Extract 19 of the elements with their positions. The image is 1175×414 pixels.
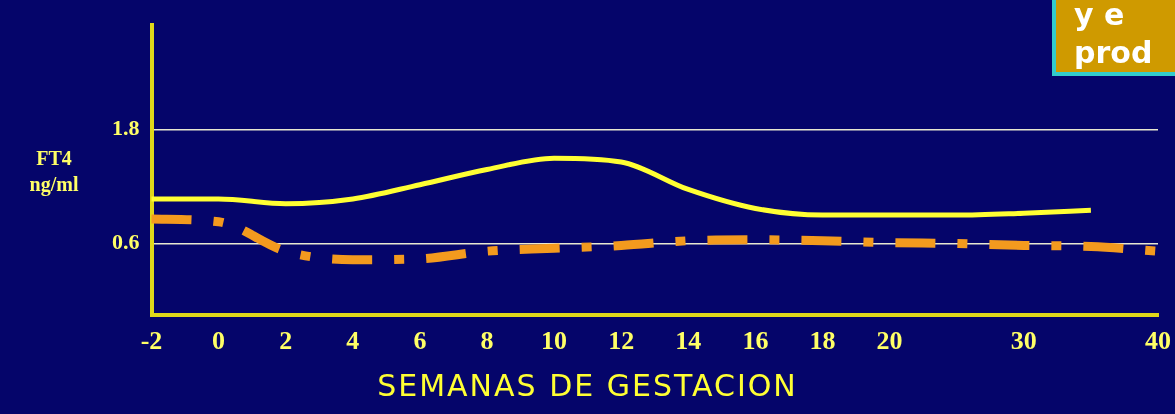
- y-axis-title: FT4 ng/ml: [28, 146, 80, 197]
- x-tick-label: 0: [212, 326, 226, 356]
- x-tick-label: 6: [413, 326, 427, 356]
- annotation: y e prod: [1052, 0, 1175, 76]
- y-tick-label: 1.8: [112, 115, 140, 141]
- x-tick-label: 12: [608, 326, 635, 356]
- x-tick-label: 18: [809, 326, 836, 356]
- x-tick-label: 40: [1145, 326, 1171, 356]
- x-tick-label: -2: [140, 326, 163, 356]
- y-tick-label: 0.6: [112, 229, 140, 255]
- x-tick-label: 8: [480, 326, 494, 356]
- x-tick-label: 14: [675, 326, 702, 356]
- x-tick-label: 20: [876, 326, 903, 356]
- x-axis-title: SEMANAS DE GESTACION: [376, 368, 799, 403]
- x-tick-label: 30: [1010, 326, 1037, 356]
- x-tick-label: 2: [279, 326, 293, 356]
- x-tick-label: 10: [541, 326, 568, 356]
- x-tick-label: 4: [346, 326, 360, 356]
- x-tick-label: 16: [742, 326, 769, 356]
